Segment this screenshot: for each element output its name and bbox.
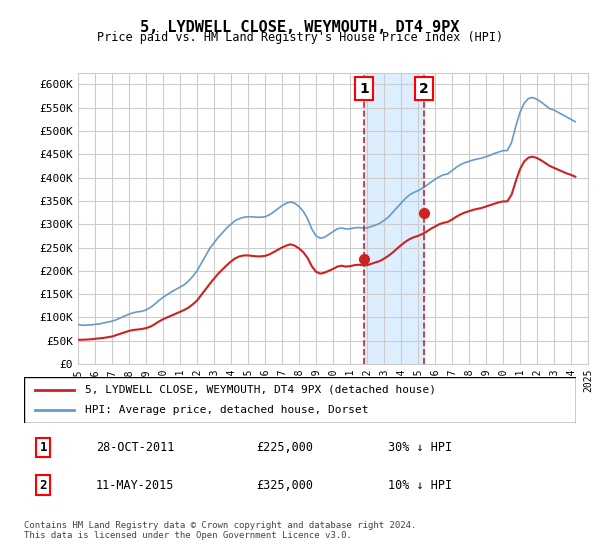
- Text: Contains HM Land Registry data © Crown copyright and database right 2024.
This d: Contains HM Land Registry data © Crown c…: [24, 521, 416, 540]
- Text: 5, LYDWELL CLOSE, WEYMOUTH, DT4 9PX: 5, LYDWELL CLOSE, WEYMOUTH, DT4 9PX: [140, 20, 460, 35]
- Text: Price paid vs. HM Land Registry's House Price Index (HPI): Price paid vs. HM Land Registry's House …: [97, 31, 503, 44]
- Text: 11-MAY-2015: 11-MAY-2015: [96, 479, 174, 492]
- Text: £325,000: £325,000: [256, 479, 313, 492]
- Text: 2: 2: [419, 82, 429, 96]
- Bar: [364, 73, 424, 364]
- Text: 1: 1: [40, 441, 47, 454]
- Text: £225,000: £225,000: [256, 441, 313, 454]
- Text: 5, LYDWELL CLOSE, WEYMOUTH, DT4 9PX (detached house): 5, LYDWELL CLOSE, WEYMOUTH, DT4 9PX (det…: [85, 385, 436, 395]
- Text: 10% ↓ HPI: 10% ↓ HPI: [388, 479, 452, 492]
- Text: 28-OCT-2011: 28-OCT-2011: [96, 441, 174, 454]
- Text: 2: 2: [40, 479, 47, 492]
- Text: 1: 1: [359, 82, 369, 96]
- Text: 30% ↓ HPI: 30% ↓ HPI: [388, 441, 452, 454]
- Text: HPI: Average price, detached house, Dorset: HPI: Average price, detached house, Dors…: [85, 405, 368, 415]
- FancyBboxPatch shape: [24, 377, 576, 423]
